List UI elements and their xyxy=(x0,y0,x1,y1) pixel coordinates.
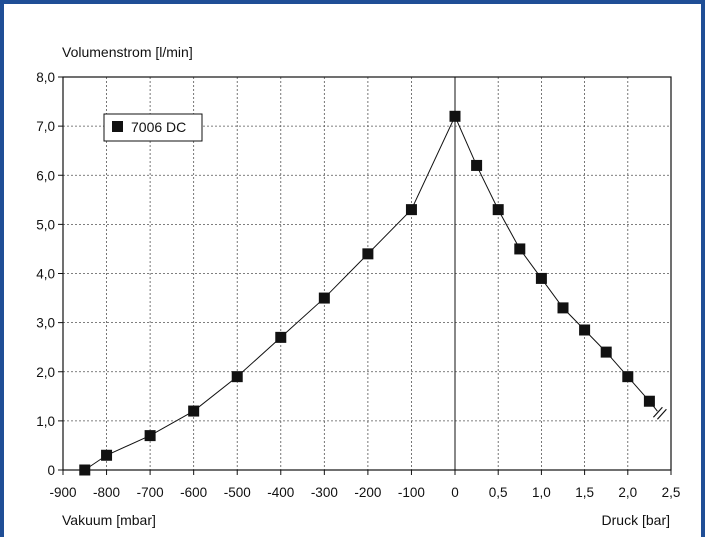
grid xyxy=(63,77,671,470)
x-tick-label: -200 xyxy=(354,485,381,500)
break-line xyxy=(649,400,658,412)
data-point xyxy=(471,159,483,171)
x-tick-label: -900 xyxy=(49,485,76,500)
x-axis-label-vacuum: Vakuum [mbar] xyxy=(62,512,156,528)
data-point xyxy=(275,331,287,343)
y-tick-label: 6,0 xyxy=(36,168,55,183)
x-tick-label: 0 xyxy=(451,485,459,500)
x-ticks: -900 -800 -700 -600 -500 -400 -300 -200 -100 0 0,5… xyxy=(49,470,680,500)
y-tick-label: 2,0 xyxy=(36,365,55,380)
break-stroke xyxy=(656,408,667,420)
y-tick-label: 3,0 xyxy=(36,316,55,331)
y-tick-label: 4,0 xyxy=(36,267,55,282)
x-tick-label: -400 xyxy=(267,485,294,500)
y-tick-label: 1,0 xyxy=(36,414,55,429)
data-point xyxy=(449,110,461,122)
y-tick-label: 5,0 xyxy=(36,217,55,232)
series-markers xyxy=(79,110,655,476)
data-point xyxy=(144,430,156,442)
break-mark xyxy=(649,400,667,420)
x-tick-label: -600 xyxy=(180,485,207,500)
series-lines xyxy=(84,115,650,471)
x-tick-label: 2,0 xyxy=(618,485,637,500)
x-tick-label: -100 xyxy=(398,485,425,500)
data-point xyxy=(101,449,113,461)
legend-label: 7006 DC xyxy=(131,119,186,135)
data-point xyxy=(79,464,91,476)
data-point xyxy=(188,405,200,417)
x-axis-label-pressure: Druck [bar] xyxy=(602,512,670,528)
x-tick-label: 2,5 xyxy=(662,485,681,500)
x-tick-label: -700 xyxy=(137,485,164,500)
data-point xyxy=(600,346,612,358)
y-axis-label: Volumenstrom [l/min] xyxy=(62,44,193,60)
y-tick-label: 0 xyxy=(47,463,55,478)
y-tick-label: 7,0 xyxy=(36,119,55,134)
x-tick-label: -500 xyxy=(224,485,251,500)
data-point xyxy=(318,292,330,304)
data-point xyxy=(514,243,526,255)
data-point xyxy=(579,324,591,336)
x-tick-label: -300 xyxy=(311,485,338,500)
series-line xyxy=(84,115,650,471)
data-point xyxy=(557,302,569,314)
data-point xyxy=(231,371,243,383)
data-point xyxy=(622,371,634,383)
x-tick-label: 1,5 xyxy=(575,485,594,500)
data-point xyxy=(405,204,417,216)
x-tick-label: -800 xyxy=(93,485,120,500)
legend: 7006 DC xyxy=(103,113,203,142)
break-stroke xyxy=(652,406,663,418)
legend-marker xyxy=(112,121,123,132)
y-tick-label: 8,0 xyxy=(36,70,55,85)
y-ticks: 0 1,0 2,0 3,0 4,0 5,0 6,0 7,0 8,0 xyxy=(36,70,63,478)
data-point xyxy=(362,248,374,260)
data-point xyxy=(535,272,547,284)
x-tick-label: 1,0 xyxy=(532,485,551,500)
x-tick-label: 0,5 xyxy=(489,485,508,500)
data-point xyxy=(492,204,504,216)
